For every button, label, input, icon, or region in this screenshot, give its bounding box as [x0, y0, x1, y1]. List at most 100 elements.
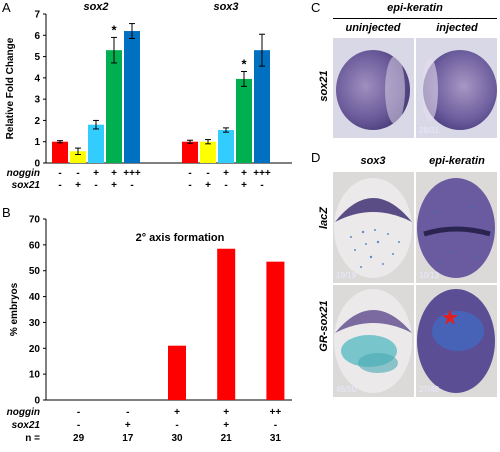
panel-d-col-epi-keratin: epi-keratin — [429, 155, 485, 167]
gene-label: sox2 — [83, 1, 108, 13]
panel-c-photo-uninjected — [333, 38, 414, 138]
condition-sign: - — [58, 168, 61, 179]
panel-d-count-2: 10/13 — [419, 271, 440, 280]
bar — [217, 248, 236, 400]
gene-label: sox3 — [213, 1, 238, 13]
y-tick-label: 5 — [34, 52, 40, 63]
condition-sign: + — [241, 168, 247, 179]
bar — [106, 50, 122, 163]
bar — [254, 50, 270, 163]
y-tick-label: 70 — [29, 215, 41, 226]
panel-d-col-sox3: sox3 — [360, 155, 386, 167]
panel-c-col-uninjected: uninjected — [345, 22, 401, 34]
panel-d-count-1: 19/19 — [336, 271, 357, 280]
condition-sign: + — [223, 420, 229, 431]
condition-sign: + — [241, 180, 247, 191]
condition-sign: ++ — [270, 407, 282, 418]
condition-sign: - — [76, 168, 79, 179]
bar — [218, 130, 234, 163]
panel-d-letter: D — [311, 150, 321, 165]
condition-sign: - — [77, 420, 80, 431]
condition-sign: - — [175, 420, 178, 431]
bar — [124, 31, 140, 164]
embryo-gr-sox21-sox3-image — [334, 289, 412, 393]
y-tick-label: 60 — [29, 240, 41, 251]
bar — [88, 124, 104, 163]
y-tick-label: 2 — [34, 116, 40, 127]
y-tick-label: 20 — [29, 344, 41, 355]
condition-row-label: sox21 — [12, 180, 41, 191]
y-tick-label: 40 — [29, 292, 41, 303]
bar — [200, 141, 216, 163]
y-axis-label: Relative Fold Change — [5, 37, 16, 139]
panel-d-photo-gr-sox21-epi: 27/48 — [416, 285, 497, 397]
condition-sign: - — [58, 180, 61, 191]
condition-sign: 21 — [221, 433, 233, 444]
panel-a-letter: A — [2, 0, 11, 15]
y-tick-label: 0 — [34, 396, 40, 407]
significance-star: * — [241, 56, 247, 71]
panel-c-row-sox21: sox21 — [318, 70, 330, 102]
bar — [236, 78, 252, 163]
embryo-gr-sox21-epi-image — [417, 289, 495, 393]
condition-sign: - — [126, 407, 129, 418]
panel-d-row-gr-sox21: GR-sox21 — [318, 300, 330, 352]
condition-sign: + — [223, 168, 229, 179]
y-tick-label: 3 — [34, 95, 40, 106]
condition-sign: + — [125, 420, 131, 431]
y-tick-label: 6 — [34, 31, 40, 42]
condition-sign: - — [77, 407, 80, 418]
y-tick-label: 1 — [34, 137, 40, 148]
bar — [266, 261, 285, 400]
panel-c-col-injected: injected — [436, 22, 478, 34]
condition-row-label: sox21 — [12, 420, 41, 431]
bar — [182, 141, 198, 163]
panel-d-photo-lacz-sox3: 19/19 — [333, 172, 414, 283]
condition-sign: - — [224, 180, 227, 191]
embryo-lacz-sox3-image — [334, 178, 412, 278]
condition-sign: 17 — [122, 433, 134, 444]
y-tick-label: 50 — [29, 266, 41, 277]
condition-sign: + — [205, 180, 211, 191]
condition-sign: + — [111, 168, 117, 179]
panel-d-row-lacz: lacZ — [318, 207, 330, 230]
panel-c-marker: epi-keratin — [387, 2, 443, 14]
panel-c-photo-injected: 28/31 — [416, 38, 497, 138]
condition-sign: - — [188, 168, 191, 179]
condition-sign: 30 — [171, 433, 183, 444]
panel-d-photo-gr-sox21-sox3: 45/50 — [333, 285, 414, 397]
condition-sign: + — [111, 180, 117, 191]
condition-sign: 29 — [73, 433, 85, 444]
condition-row-label: noggin — [7, 407, 40, 418]
condition-sign: +++ — [123, 168, 141, 179]
condition-sign: + — [174, 407, 180, 418]
panel-d-count-3: 45/50 — [336, 385, 357, 394]
condition-sign: - — [260, 180, 263, 191]
y-tick-label: 0 — [34, 159, 40, 170]
condition-sign: +++ — [253, 168, 271, 179]
condition-sign: - — [274, 420, 277, 431]
panel-c-count: 28/31 — [419, 126, 440, 135]
embryo-uninjected-image — [336, 50, 410, 130]
significance-star: * — [111, 22, 117, 37]
condition-sign: - — [188, 180, 191, 191]
panel-c-marker-underline — [333, 18, 497, 19]
y-axis-label: % embryos — [9, 282, 20, 336]
panel-b-chart: 0 10 20 30 40 50 60 70 % embryos 2° axis formatio… — [7, 215, 292, 444]
condition-sign: - — [206, 168, 209, 179]
condition-sign: + — [223, 407, 229, 418]
condition-sign: - — [130, 180, 133, 191]
embryo-injected-image — [422, 50, 497, 130]
condition-sign: - — [94, 180, 97, 191]
condition-row-label: n = — [25, 433, 40, 444]
condition-sign: + — [75, 180, 81, 191]
bar — [52, 141, 68, 163]
condition-sign: 31 — [270, 433, 282, 444]
panel-c-letter: C — [311, 0, 321, 15]
y-tick-label: 7 — [34, 10, 40, 21]
y-tick-label: 10 — [29, 370, 41, 381]
embryo-lacz-epi-image — [417, 178, 495, 278]
panel-d-photo-lacz-epi: 10/13 — [416, 172, 497, 283]
y-tick-label: 30 — [29, 318, 41, 329]
